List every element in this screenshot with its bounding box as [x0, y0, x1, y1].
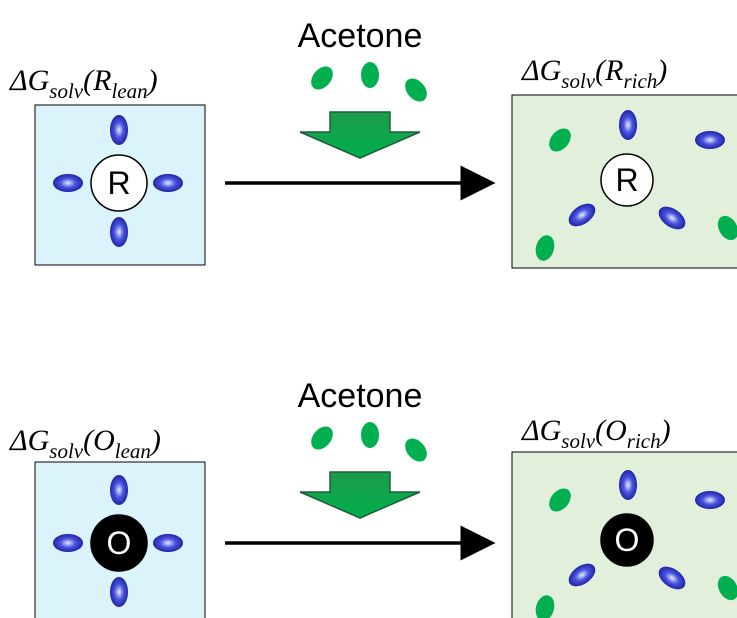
- acetone-molecule: [361, 422, 379, 448]
- solute-label: R: [615, 162, 638, 198]
- label-part: rich: [623, 69, 657, 93]
- acetone-molecule: [361, 62, 379, 88]
- label-part: ): [146, 64, 158, 97]
- reagent-label: Acetone: [298, 17, 423, 55]
- solvation-label: ΔGsolv(Rrich): [521, 54, 667, 93]
- label-part: ΔG: [9, 64, 50, 97]
- acetone-molecule: [307, 422, 338, 453]
- label-part: ΔG: [9, 424, 50, 457]
- solvation-label: ΔGsolv(Olean): [9, 424, 161, 463]
- label-part: rich: [627, 429, 661, 453]
- label-part: (O: [595, 414, 627, 447]
- solvent-molecule: [110, 217, 128, 247]
- solvent-molecule: [695, 131, 725, 149]
- solvent-molecule: [153, 534, 183, 552]
- solvation-label: ΔGsolv(Orich): [521, 414, 671, 453]
- label-part: solv: [49, 79, 84, 103]
- label-part: (R: [83, 64, 111, 97]
- solvation-label: ΔGsolv(Rlean): [9, 64, 158, 103]
- solute-label: O: [107, 525, 132, 561]
- solvent-molecule: [619, 110, 637, 140]
- label-part: ): [659, 414, 671, 447]
- solute-label: O: [615, 522, 640, 558]
- solvent-molecule: [53, 534, 83, 552]
- label-part: solv: [561, 429, 596, 453]
- solvent-molecule: [110, 577, 128, 607]
- label-part: ): [655, 54, 667, 87]
- solvent-molecule: [153, 174, 183, 192]
- acetone-molecule: [401, 74, 432, 105]
- label-part: lean: [115, 439, 151, 463]
- diagram: AcetoneΔGsolv(Rlean)ΔGsolv(Rrich)RRAceto…: [0, 0, 737, 618]
- solvent-molecule: [619, 470, 637, 500]
- solvent-molecule: [110, 115, 128, 145]
- label-part: solv: [561, 69, 596, 93]
- label-part: ΔG: [521, 54, 562, 87]
- addition-arrow: [300, 472, 420, 518]
- addition-arrow: [300, 112, 420, 158]
- label-part: (O: [83, 424, 115, 457]
- acetone-molecule: [401, 434, 432, 465]
- label-part: ΔG: [521, 414, 562, 447]
- solute-label: R: [107, 165, 130, 201]
- solvent-molecule: [110, 475, 128, 505]
- label-part: (R: [595, 54, 623, 87]
- acetone-molecule: [307, 62, 338, 93]
- label-part: lean: [111, 79, 147, 103]
- solvent-molecule: [53, 174, 83, 192]
- label-part: ): [149, 424, 161, 457]
- reagent-label: Acetone: [298, 377, 423, 415]
- solvent-molecule: [695, 491, 725, 509]
- label-part: solv: [49, 439, 84, 463]
